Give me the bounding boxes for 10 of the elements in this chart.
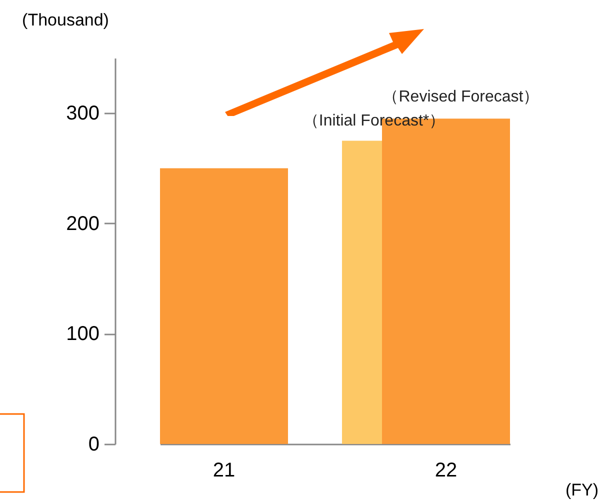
x-axis-title: (FY) — [566, 480, 599, 500]
y-axis-title: (Thousand) — [22, 10, 109, 30]
x-tick-label: 21 — [212, 460, 236, 482]
annotation: （Revised Forecast） — [382, 88, 540, 106]
y-tick-label: 300 — [66, 102, 100, 125]
bar — [160, 168, 288, 444]
y-tick-label: 200 — [66, 212, 100, 235]
y-tick-label: 0 — [88, 434, 100, 456]
x-tick-label: 22 — [434, 460, 458, 482]
y-tick-label: 100 — [66, 323, 100, 346]
